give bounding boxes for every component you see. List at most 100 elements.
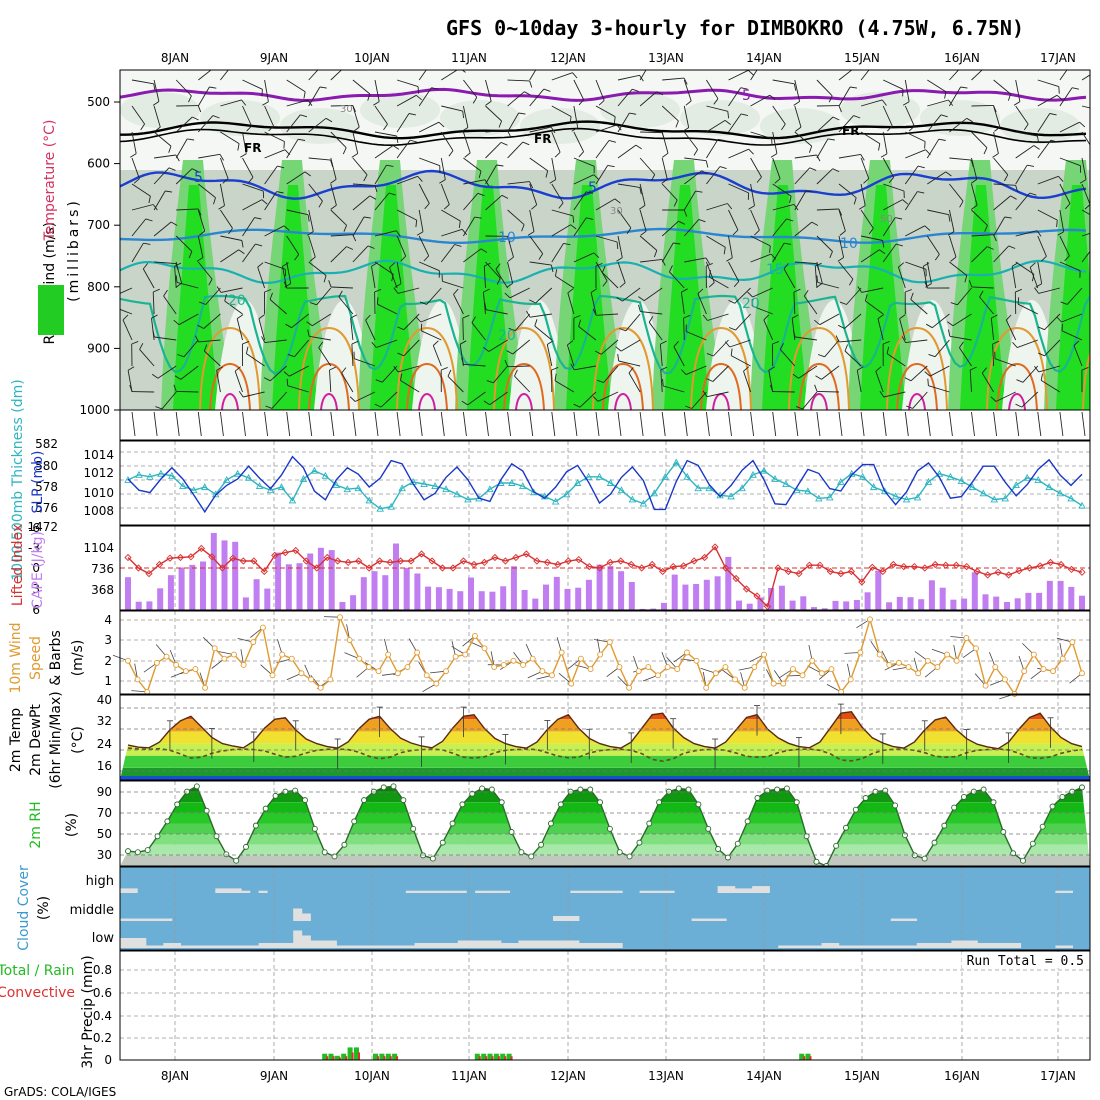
cloud-bar <box>120 918 129 921</box>
wind-barb <box>514 375 531 393</box>
wind-barb <box>308 209 314 232</box>
wind-barb <box>618 360 641 367</box>
wind-barb-flag <box>306 321 313 327</box>
cloud-bar <box>700 918 710 921</box>
cloud-bar <box>397 945 407 948</box>
pressure-tick-label: 800 <box>87 280 110 294</box>
rh-series-point <box>951 804 958 811</box>
cape-bar <box>307 553 314 610</box>
wind-barb <box>779 349 796 367</box>
cloud-bar <box>241 890 251 893</box>
wind-barb-flag <box>879 249 886 255</box>
wind-barb-flag <box>948 99 954 106</box>
cloud-bar <box>440 890 450 893</box>
wind-barb <box>529 235 544 254</box>
wind-barb <box>269 299 287 315</box>
wind-barb-flag <box>638 205 646 210</box>
lifted-index-series-point <box>679 562 688 570</box>
wind-barb-flag <box>693 149 698 156</box>
wind-speed-series-point <box>134 676 141 683</box>
wind-barb-flag <box>139 342 144 350</box>
cloud-bar <box>345 945 355 948</box>
wind-barb <box>622 287 641 302</box>
lifted-index-series-point <box>229 554 237 562</box>
cloud-bar <box>795 945 805 948</box>
rh-series-point <box>223 851 230 858</box>
wind-barb-flag <box>572 215 575 223</box>
wind-speed-series-point <box>452 653 459 660</box>
wind-barb-flag <box>959 200 964 208</box>
temp-contour-35 <box>320 392 338 410</box>
precip-tick-label: 0.4 <box>93 1009 112 1023</box>
cloud-bar <box>180 945 190 948</box>
wind-barb-flag <box>724 341 731 348</box>
wind-barb-flag <box>808 145 813 153</box>
rh-series-point <box>243 843 249 850</box>
wind-barb-flag <box>419 301 427 305</box>
rh-series-point <box>125 848 131 855</box>
dewpoint-axis-label: 2m DewPt <box>28 704 44 776</box>
wind-barb-flag <box>732 229 739 236</box>
wind-barb <box>860 249 880 263</box>
cape-bar <box>628 582 635 610</box>
rh-band <box>120 834 1090 845</box>
wind-barb <box>905 225 926 237</box>
cloud-bar <box>258 890 268 893</box>
rh-series-point <box>469 790 476 797</box>
wind-barb-flag <box>816 154 821 162</box>
wind-barb-flag <box>682 127 689 132</box>
lifted-index-series-point <box>187 553 195 561</box>
wind-barb-flag <box>464 152 471 158</box>
rh-series-point <box>843 824 849 831</box>
wind-barb <box>603 365 619 383</box>
wind-barb <box>905 149 926 159</box>
wind-barb-flag <box>238 390 244 398</box>
wind-barb <box>897 266 906 289</box>
wind-barb-flag <box>857 366 864 371</box>
cloud-bar <box>163 943 173 948</box>
wind-speed-series-point <box>799 672 806 679</box>
wind-barb <box>286 79 306 93</box>
lifted-index-series-point <box>1046 558 1055 567</box>
wind-barb <box>639 157 656 175</box>
wind-barb <box>220 131 240 144</box>
cloud-bar <box>856 945 866 948</box>
wind-barb-flag <box>486 380 494 384</box>
cloud-bar <box>128 918 138 921</box>
rh-series-point <box>233 857 240 864</box>
wind-barb <box>551 105 572 117</box>
lifted-index-series-point <box>1036 562 1044 570</box>
wind-speed-series-point <box>944 651 951 658</box>
wind-barb <box>750 253 772 263</box>
wind-barb-flag <box>987 246 994 250</box>
wind-barb-flag <box>175 282 182 288</box>
cape-bar <box>296 563 303 610</box>
wind-barb <box>883 391 906 398</box>
cape-bar <box>446 588 453 610</box>
wind-barb <box>730 355 751 367</box>
pressure-unit-label-group: (millibars) <box>66 198 82 302</box>
wind-barb-flag <box>902 89 904 97</box>
wind-barb <box>488 339 508 352</box>
wind-barb <box>176 208 199 211</box>
wind-barb <box>534 325 553 341</box>
wind-barb <box>993 157 1009 176</box>
thickness-tick-label: 576 <box>35 501 58 515</box>
cape-bar <box>521 590 528 610</box>
wind-barb <box>440 157 446 180</box>
wind-barb <box>1059 87 1073 107</box>
lifted-index-series-point <box>910 562 918 571</box>
thickness-series-point <box>946 472 955 480</box>
wind-barb <box>483 265 486 289</box>
rh-series-point <box>961 793 967 800</box>
wind-barb <box>728 209 739 231</box>
wind-barb <box>374 230 397 237</box>
lifted-index-series-point <box>984 571 992 579</box>
thickness-tick-label: 582 <box>35 437 58 451</box>
wind-barb-flag <box>248 177 254 183</box>
wind-barb <box>418 209 424 232</box>
wind-barb-flag <box>554 373 557 381</box>
wind-barb-flag <box>895 243 903 247</box>
wind-barb <box>949 335 972 341</box>
wind-barb-flag <box>482 346 490 352</box>
